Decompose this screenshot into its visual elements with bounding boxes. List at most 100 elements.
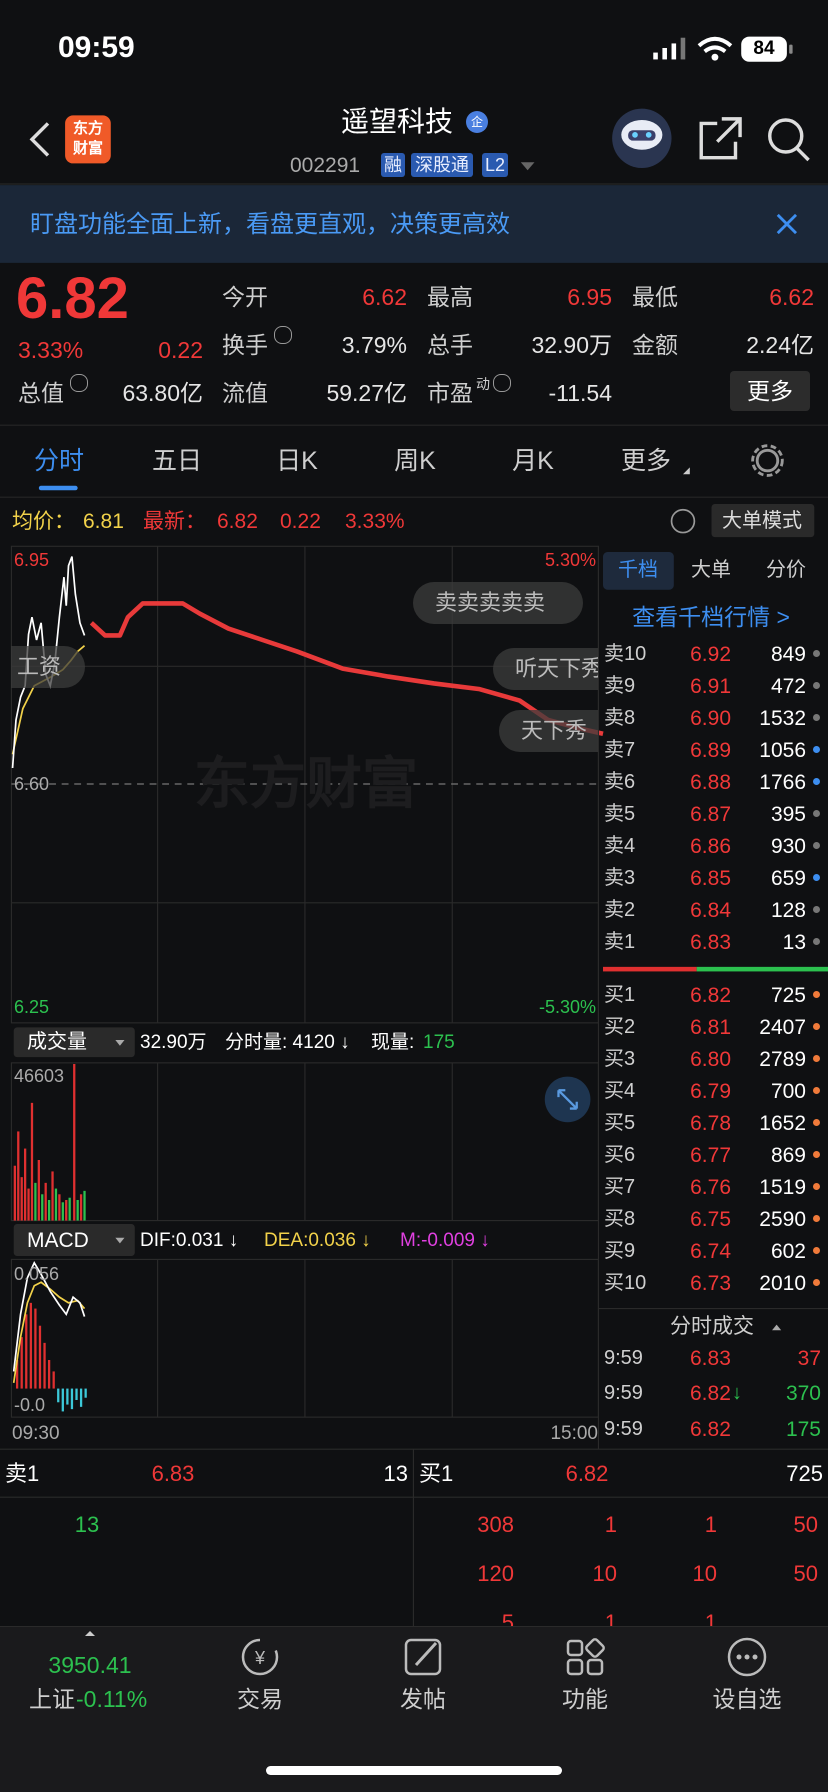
volume-max: 46603: [14, 1066, 65, 1086]
book-dot: [813, 1215, 820, 1222]
price-mid: 6.60: [14, 774, 50, 794]
index-pct: -0.11%: [76, 1685, 148, 1712]
bid-detail: 50: [793, 1512, 818, 1537]
time-start: 09:30: [12, 1422, 60, 1444]
level1-bid-price: 6.82: [565, 1461, 609, 1486]
book-price: 6.87: [690, 802, 731, 826]
chart-tab: 更多: [620, 446, 672, 475]
field-value: 6.62: [362, 283, 407, 310]
book-price: 6.86: [690, 834, 731, 858]
nav-item: 设自选: [712, 1685, 782, 1712]
bid-detail: 10: [692, 1561, 717, 1586]
book-volume: 1766: [759, 770, 806, 794]
book-price: 6.75: [690, 1207, 731, 1231]
book-price: 6.91: [690, 674, 731, 698]
trade-time: 9:59: [604, 1382, 643, 1404]
battery-level: 84: [753, 37, 775, 59]
book-volume: 472: [770, 674, 806, 698]
field-value: -11.54: [548, 379, 612, 406]
book-volume: 2789: [759, 1047, 806, 1071]
bubble-bg: [413, 582, 583, 624]
field-value: 32.90万: [531, 331, 612, 358]
pct-top: 5.30%: [544, 550, 596, 570]
chart-area: 东方财富 卖卖卖卖卖 听天下秀 天下秀 工资: [11, 546, 598, 1022]
book-tab: 分价: [766, 559, 806, 581]
book-level: 买10: [604, 1272, 647, 1294]
book-level: 卖7: [604, 739, 636, 761]
book-level: 卖5: [604, 803, 636, 825]
book-dot: [813, 906, 820, 913]
field-label: 总手: [427, 331, 473, 358]
chart-tab: 分时: [33, 446, 85, 475]
bid-detail: 120: [477, 1561, 514, 1586]
book-price: 6.92: [690, 642, 731, 666]
trade-time: 9:59: [604, 1347, 643, 1369]
book-price: 6.85: [690, 866, 731, 890]
macd-top: 0.056: [14, 1264, 60, 1284]
more-button-text: 更多: [747, 377, 793, 404]
book-volume: 1519: [759, 1175, 806, 1199]
volume-period: 分时量: 4120 ↓: [225, 1031, 350, 1053]
book-level: 买3: [604, 1048, 636, 1070]
danmaku-bubble: 工资: [17, 654, 62, 679]
field-label: 今开: [222, 283, 268, 310]
book-level: 卖10: [604, 643, 647, 665]
nav-icons: ¥: [85, 1631, 767, 1775]
book-price: 6.77: [690, 1143, 731, 1167]
book-dot: [813, 682, 820, 689]
more-button: [730, 371, 810, 411]
book-volume: 1532: [759, 706, 806, 730]
mode-button: 大单模式: [722, 510, 802, 532]
book-price: 6.76: [690, 1175, 731, 1199]
book-dot: [813, 1183, 820, 1190]
field-value: 2.24亿: [746, 331, 814, 358]
field-label: 总值: [18, 379, 64, 406]
svg-text:¥: ¥: [254, 1648, 266, 1668]
book-level: 卖2: [604, 899, 636, 921]
time-end: 15:00: [550, 1422, 598, 1444]
book-level: 买6: [604, 1144, 636, 1166]
level1-bid-volume: 725: [786, 1461, 823, 1486]
book-volume: 2407: [759, 1015, 806, 1039]
bid-detail: 1: [604, 1512, 617, 1537]
change-amount: 0.22: [158, 336, 203, 363]
book-dot: [813, 1087, 820, 1094]
level1-ask-price: 6.83: [151, 1461, 195, 1486]
field-value: 6.62: [769, 283, 814, 310]
book-price: 6.79: [690, 1079, 731, 1103]
avg-label: 均价：: [12, 509, 75, 533]
field-label: 最高: [427, 283, 473, 310]
book-dot: [813, 650, 820, 657]
badge-circle: [466, 111, 488, 133]
book-dot: [813, 1247, 820, 1254]
status-time: 09:59: [58, 31, 135, 64]
stock-tag: L2: [484, 155, 506, 175]
latest-change: 0.22: [280, 509, 321, 533]
book-price: 6.90: [690, 706, 731, 730]
book-volume: 725: [770, 983, 806, 1007]
book-level: 买8: [604, 1208, 636, 1230]
book-volume: 2010: [759, 1271, 806, 1295]
trade-price: 6.82: [690, 1381, 731, 1405]
book-price: 6.88: [690, 770, 731, 794]
watermark: 东方财富: [194, 752, 418, 815]
bid-detail: 1: [704, 1512, 717, 1537]
latest-value: 6.82: [217, 509, 258, 533]
danmaku-bubble: 卖卖卖卖卖: [435, 590, 546, 615]
field-label: 最低: [632, 283, 678, 310]
book-dot: [813, 1023, 820, 1030]
field-label: 换手: [222, 331, 268, 358]
book-volume: 700: [770, 1079, 806, 1103]
price-top: 6.95: [14, 550, 50, 570]
book-level: 买9: [604, 1240, 636, 1262]
book-price: 6.83: [690, 930, 731, 954]
book-level: 卖6: [604, 771, 636, 793]
stock-tag: 深股通: [415, 155, 469, 175]
index-name: 上证: [29, 1685, 75, 1712]
stock-code: 002291: [290, 153, 361, 177]
field-label: 市盈: [427, 379, 473, 406]
chart-tab: 月K: [512, 446, 554, 475]
field-value: 3.79%: [341, 331, 407, 358]
